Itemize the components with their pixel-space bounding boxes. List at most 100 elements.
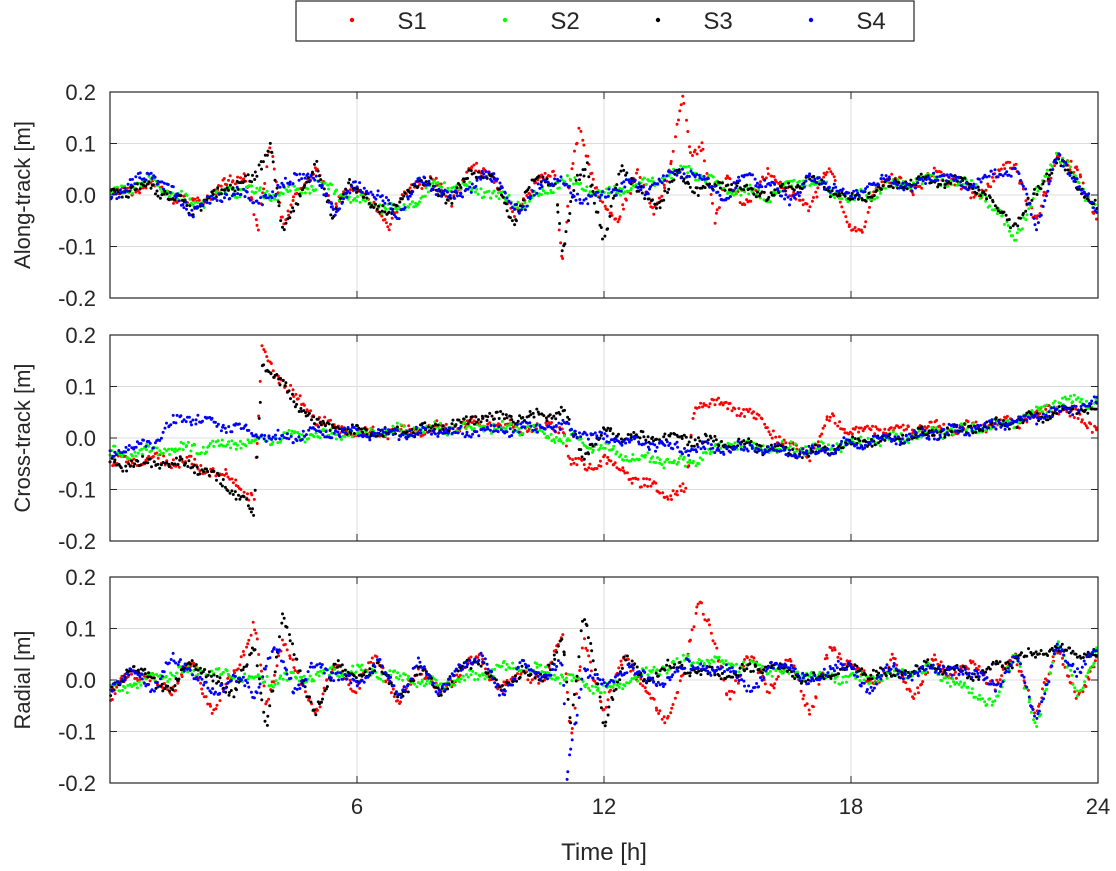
point-s3 [587, 452, 590, 455]
point-s4 [322, 193, 325, 196]
point-s1 [933, 167, 936, 170]
point-s1 [582, 144, 585, 147]
point-s4 [367, 436, 370, 439]
point-s1 [880, 180, 883, 183]
point-s4 [370, 191, 373, 194]
point-s4 [531, 429, 534, 432]
point-s3 [1032, 192, 1035, 195]
point-s4 [607, 195, 610, 198]
point-s4 [188, 416, 191, 419]
point-s1 [309, 409, 312, 412]
point-s4 [905, 434, 908, 437]
point-s1 [273, 168, 276, 171]
point-s3 [251, 507, 254, 510]
point-s1 [828, 419, 831, 422]
point-s2 [581, 441, 584, 444]
point-s2 [988, 204, 991, 207]
point-s3 [977, 189, 980, 192]
point-s3 [510, 415, 513, 418]
point-s3 [690, 445, 693, 448]
point-s3 [1039, 187, 1042, 190]
point-s1 [287, 210, 290, 213]
point-s1 [1075, 165, 1078, 168]
point-s4 [476, 179, 479, 182]
point-s4 [927, 435, 930, 438]
point-s2 [399, 423, 402, 426]
point-s4 [419, 428, 422, 431]
point-s4 [461, 195, 464, 198]
point-s1 [1073, 416, 1076, 419]
point-s4 [805, 449, 808, 452]
point-s2 [638, 458, 641, 461]
point-s4 [974, 186, 977, 189]
point-s2 [662, 466, 665, 469]
point-s3 [1024, 210, 1027, 213]
point-s1 [380, 215, 383, 218]
point-s2 [892, 430, 895, 433]
point-s4 [1071, 177, 1074, 180]
point-s3 [690, 436, 693, 439]
point-s1 [625, 199, 628, 202]
point-s2 [547, 436, 550, 439]
point-s2 [694, 179, 697, 182]
point-s3 [255, 175, 258, 178]
point-s1 [552, 170, 555, 173]
point-s2 [359, 201, 362, 204]
point-s3 [474, 415, 477, 418]
point-s4 [994, 168, 997, 171]
point-s4 [934, 179, 937, 182]
point-s4 [992, 425, 995, 428]
point-s4 [398, 438, 401, 441]
point-s2 [979, 197, 982, 200]
point-s4 [176, 192, 179, 195]
point-s1 [595, 186, 598, 189]
point-s1 [905, 428, 908, 431]
point-s4 [573, 195, 576, 198]
point-s3 [333, 426, 336, 429]
point-s3 [715, 438, 718, 441]
point-s4 [852, 190, 855, 193]
point-s1 [1089, 422, 1092, 425]
point-s3 [505, 202, 508, 205]
point-s2 [790, 440, 793, 443]
point-s4 [858, 195, 861, 198]
point-s4 [149, 442, 152, 445]
point-s1 [652, 213, 655, 216]
point-s4 [817, 445, 820, 448]
point-s4 [801, 183, 804, 186]
point-s4 [972, 183, 975, 186]
point-s1 [709, 402, 712, 405]
point-s4 [139, 171, 142, 174]
point-s1 [619, 469, 622, 472]
point-s1 [718, 206, 721, 209]
point-s2 [656, 456, 659, 459]
point-s4 [185, 420, 188, 423]
point-s2 [1024, 218, 1027, 221]
point-s2 [1038, 409, 1041, 412]
point-s4 [182, 206, 185, 209]
point-s4 [317, 426, 320, 429]
point-s1 [839, 201, 842, 204]
point-s2 [473, 427, 476, 430]
point-s2 [447, 187, 450, 190]
point-s1 [649, 485, 652, 488]
point-s1 [511, 210, 514, 213]
point-s2 [439, 422, 442, 425]
point-s2 [643, 177, 646, 180]
point-s3 [596, 211, 599, 214]
point-s4 [828, 186, 831, 189]
point-s4 [999, 426, 1002, 429]
point-s4 [703, 175, 706, 178]
point-s4 [620, 444, 623, 447]
point-s4 [492, 172, 495, 175]
point-s3 [378, 211, 381, 214]
point-s4 [712, 189, 715, 192]
point-s2 [688, 165, 691, 168]
point-s1 [573, 150, 576, 153]
point-s4 [547, 181, 550, 184]
point-s4 [301, 438, 304, 441]
point-s4 [130, 184, 133, 187]
point-s4 [306, 173, 309, 176]
point-s2 [167, 448, 170, 451]
